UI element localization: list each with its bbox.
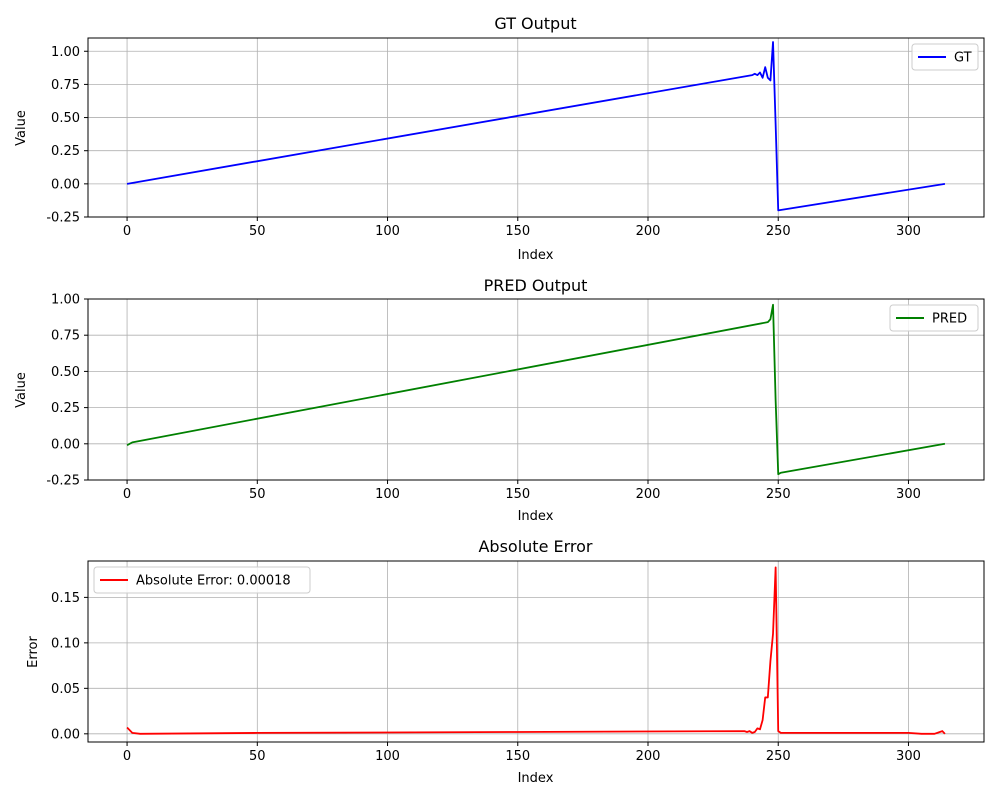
plot-area-2: 0 50 100 150 200 250 300 -0.25 0.00 0.25 0.50 0.75 1… [46, 293, 985, 502]
plot-area-3: 0 50 100 150 200 250 300 0.00 0.05 0.10 0.15 Absolu… [51, 560, 985, 764]
y-tick-label: 0.50 [51, 111, 80, 126]
x-tick-label: 100 [375, 487, 400, 502]
legend: PRED [889, 304, 979, 332]
x-tick-label: 300 [896, 749, 921, 764]
y-tick-label: 0.50 [51, 365, 80, 380]
y-tick-label: 0.25 [51, 401, 80, 416]
axes-frame [87, 298, 985, 481]
chart-title: PRED Output [484, 276, 588, 295]
legend-label: PRED [932, 312, 967, 327]
y-tick-label: 0.75 [51, 329, 80, 344]
x-tick-label: 150 [505, 224, 530, 239]
y-axis-label: Error [26, 636, 41, 668]
y-tick-label: 0.10 [51, 636, 80, 651]
y-tick-label: 0.15 [51, 591, 80, 606]
y-axis-label: Value [14, 372, 29, 408]
legend: GT [911, 43, 979, 71]
legend-label: GT [954, 51, 972, 66]
y-tick-label: 0.75 [51, 78, 80, 93]
series-line [126, 566, 946, 735]
x-tick-label: 150 [505, 749, 530, 764]
axes-frame [87, 560, 985, 743]
x-tick-label: 100 [375, 749, 400, 764]
x-tick-label: 100 [375, 224, 400, 239]
legend: Absolute Error: 0.00018 [93, 566, 311, 594]
y-tick-label: 0.00 [51, 437, 80, 452]
x-tick-label: 50 [249, 749, 266, 764]
y-tick-label: 0.05 [51, 682, 80, 697]
chart-title: GT Output [494, 14, 576, 33]
y-tick-label: 0.00 [51, 177, 80, 192]
y-tick-label: -0.25 [46, 211, 80, 226]
x-tick-label: 200 [636, 487, 661, 502]
legend-box [93, 566, 311, 594]
axes-frame [87, 37, 985, 218]
y-tick-label: -0.25 [46, 474, 80, 489]
x-tick-label: 200 [636, 224, 661, 239]
x-tick-label: 50 [249, 224, 266, 239]
subplot-gt: GT Output Index Value [14, 14, 577, 263]
y-tick-label: 1.00 [51, 45, 80, 60]
x-tick-label: 0 [123, 224, 131, 239]
legend-box [889, 304, 979, 332]
subplot-error: Absolute Error Index Error [26, 537, 593, 786]
x-axis-label: Index [518, 509, 554, 524]
x-axis-label: Index [518, 771, 554, 786]
x-tick-label: 50 [249, 487, 266, 502]
legend-label: Absolute Error: 0.00018 [136, 574, 291, 589]
y-tick-label: 1.00 [51, 293, 80, 308]
x-tick-label: 0 [123, 487, 131, 502]
plot-area-1: 0 50 100 150 200 250 300 -0.25 0.00 0.25 0.50 0.75 1… [46, 37, 985, 239]
y-tick-label: 0.00 [51, 727, 80, 742]
x-tick-label: 250 [766, 749, 791, 764]
y-tick-label: 0.25 [51, 144, 80, 159]
subplot-pred: PRED Output Index Value [14, 276, 587, 524]
x-tick-label: 0 [123, 749, 131, 764]
x-axis-label: Index [518, 248, 554, 263]
series-line [126, 41, 946, 212]
x-tick-label: 200 [636, 749, 661, 764]
x-tick-label: 300 [896, 487, 921, 502]
x-tick-label: 250 [766, 224, 791, 239]
x-tick-label: 300 [896, 224, 921, 239]
chart-title: Absolute Error [478, 537, 592, 556]
x-tick-label: 250 [766, 487, 791, 502]
y-axis-label: Value [14, 110, 29, 146]
x-tick-label: 150 [505, 487, 530, 502]
series-line [126, 303, 946, 476]
